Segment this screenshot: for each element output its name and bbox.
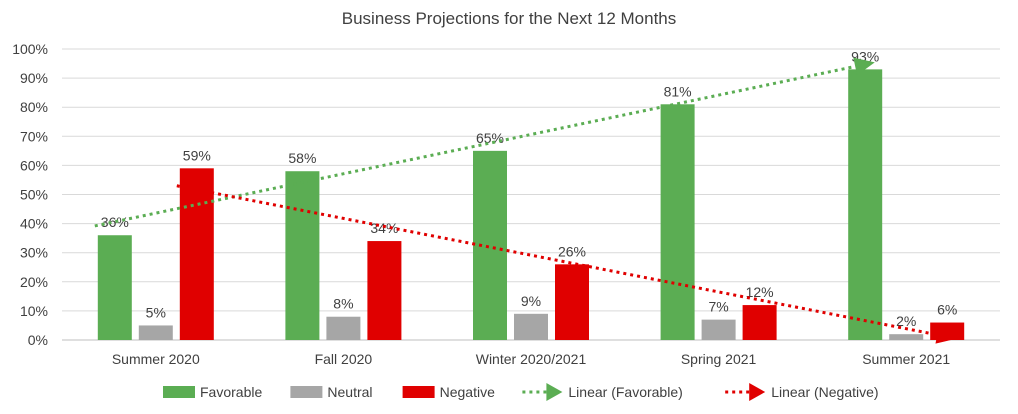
data-label: 34%	[370, 220, 398, 236]
y-tick-label: 50%	[20, 187, 48, 203]
legend-trend-arrow	[749, 383, 766, 401]
legend-swatch	[290, 386, 323, 398]
legend: Favorable Neutral Negative Linear (Favorabl…	[163, 383, 879, 401]
data-label: 5%	[146, 304, 166, 320]
data-labels: 36%58%65%81%93%5%8% 9% 7%2%59%34%26%12%6%	[101, 48, 958, 329]
x-category-label: Fall 2020	[315, 351, 373, 367]
data-label: 81%	[664, 83, 692, 99]
data-label: 36%	[101, 214, 129, 230]
data-label: 9%	[521, 293, 541, 309]
trendline-arrow-favorable	[853, 57, 875, 76]
data-label: 12%	[746, 284, 774, 300]
data-label: 7%	[708, 299, 728, 315]
bar-neutral	[889, 334, 924, 340]
bar-favorable	[97, 235, 132, 340]
bar-negative	[742, 305, 777, 340]
y-tick-label: 70%	[20, 128, 48, 144]
bar-negative	[555, 264, 589, 340]
bar-favorable	[473, 150, 507, 340]
bar-favorable	[660, 104, 695, 340]
x-category-label: Summer 2021	[862, 351, 950, 367]
data-label: 2%	[896, 313, 916, 329]
data-label: 26%	[558, 243, 586, 259]
trendline-negative	[176, 184, 938, 337]
bar-favorable	[848, 69, 883, 341]
bar-negative	[367, 241, 402, 340]
data-label: 58%	[288, 150, 316, 166]
trendlines	[94, 57, 957, 344]
legend-label: Neutral	[327, 384, 372, 400]
bar-favorable	[285, 171, 320, 340]
bar-neutral	[514, 313, 548, 340]
bar-neutral	[701, 319, 736, 340]
data-label: 8%	[333, 296, 353, 312]
legend-label: Linear (Favorable)	[568, 384, 682, 400]
trendline-arrow-negative	[935, 325, 957, 344]
legend-label: Linear (Negative)	[771, 384, 878, 400]
x-axis-categories: Summer 2020 Fall 2020 Winter 2020/2021 Spri…	[112, 351, 951, 367]
x-category-label: Winter 2020/2021	[476, 351, 587, 367]
y-tick-label: 0%	[28, 332, 48, 348]
y-tick-label: 60%	[20, 157, 48, 173]
y-tick-label: 80%	[20, 99, 48, 115]
bar-neutral	[326, 316, 361, 340]
data-label: 59%	[183, 147, 211, 163]
legend-swatch	[163, 386, 195, 398]
y-tick-label: 20%	[20, 274, 48, 290]
y-tick-label: 90%	[20, 70, 48, 86]
y-tick-label: 40%	[20, 216, 48, 232]
legend-swatch	[402, 386, 435, 398]
x-category-label: Spring 2021	[681, 351, 757, 367]
x-category-label: Summer 2020	[112, 351, 200, 367]
bar-negative	[179, 168, 214, 340]
y-tick-label: 100%	[12, 41, 48, 57]
chart-title: Business Projections for the Next 12 Mon…	[342, 9, 677, 28]
y-tick-label: 30%	[20, 245, 48, 261]
y-tick-label: 10%	[20, 303, 48, 319]
bars	[97, 69, 965, 341]
legend-label: Negative	[440, 384, 495, 400]
y-axis-ticks: 0% 10% 20% 30% 40% 50% 60% 70% 80% 90% 100%	[12, 41, 48, 348]
data-label: 65%	[476, 130, 504, 146]
bar-neutral	[138, 325, 173, 340]
data-label: 6%	[937, 302, 957, 318]
legend-trend-arrow	[546, 383, 563, 401]
legend-label: Favorable	[200, 384, 262, 400]
